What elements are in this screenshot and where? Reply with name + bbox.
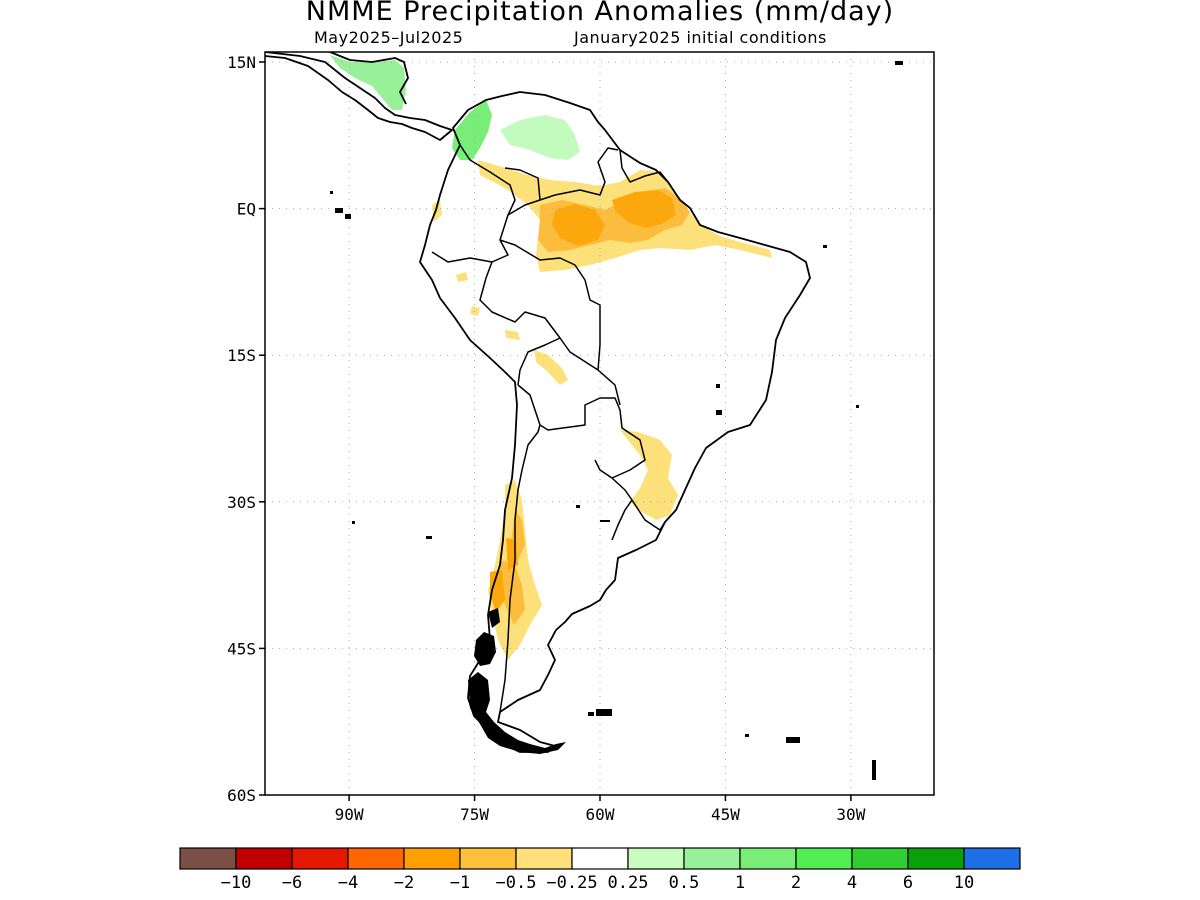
colorbar-label: −0.5 — [496, 873, 537, 893]
lat-tick-label: 60S — [227, 786, 256, 805]
colorbar-swatch — [627, 847, 685, 870]
colorbar-label: −2 — [394, 873, 414, 893]
lat-lon-grid — [265, 52, 934, 796]
colorbar: −10 −6 −4 −2 −1 −0.5 −0.25 0.25 0.5 1 2 4 6 10 — [179, 847, 1021, 893]
map-title: NMME Precipitation Anomalies (mm/day) — [305, 0, 895, 27]
anomaly-shading — [330, 55, 772, 660]
colorbar-swatch — [907, 847, 965, 870]
colorbar-swatch — [683, 847, 741, 870]
lon-tick-label: 90W — [335, 805, 364, 824]
islands — [330, 61, 903, 780]
lat-tick-label: 15S — [227, 346, 256, 365]
colorbar-label: 6 — [903, 873, 913, 893]
colorbar-swatch — [179, 847, 237, 870]
anomaly-region — [500, 188, 690, 625]
colorbar-label: −1 — [450, 873, 470, 893]
chile-archipelago — [468, 608, 566, 754]
lat-tick-label: EQ — [237, 200, 256, 219]
colorbar-swatch — [347, 847, 405, 870]
yucatan-coastline — [329, 52, 409, 105]
colorbar-swatch — [403, 847, 461, 870]
lat-tick-label: 45S — [227, 639, 256, 658]
country-borders — [431, 144, 669, 713]
forecast-period: May2025–Jul2025 — [314, 28, 464, 47]
lon-tick-label: 30W — [836, 805, 865, 824]
colorbar-label: −0.25 — [546, 873, 597, 893]
colorbar-swatch — [515, 847, 573, 870]
anomaly-region — [330, 55, 406, 110]
colorbar-swatch — [739, 847, 797, 870]
colorbar-label: 2 — [791, 873, 801, 893]
colorbar-swatch — [963, 847, 1021, 870]
colorbar-swatch — [235, 847, 293, 870]
lon-tick-label: 45W — [711, 805, 740, 824]
lon-tick-label: 75W — [460, 805, 489, 824]
longitude-axis: 90W 75W 60W 45W 30W — [335, 795, 866, 824]
lon-tick-label: 60W — [586, 805, 615, 824]
central-america-coastline — [265, 52, 453, 141]
colorbar-label: 0.25 — [608, 873, 649, 893]
colorbar-label: −4 — [338, 873, 358, 893]
colorbar-label: 0.5 — [669, 873, 700, 893]
colorbar-label: −10 — [221, 873, 252, 893]
colorbar-label: 10 — [954, 873, 974, 893]
colorbar-label: 1 — [735, 873, 745, 893]
colorbar-swatch — [459, 847, 517, 870]
coastlines — [265, 52, 811, 753]
colorbar-swatch — [851, 847, 909, 870]
lat-tick-label: 15N — [227, 53, 256, 72]
colorbar-swatch — [291, 847, 349, 870]
anomaly-region — [452, 100, 492, 160]
anomaly-region — [500, 115, 580, 160]
lat-tick-label: 30S — [227, 493, 256, 512]
initial-conditions: January2025 initial conditions — [574, 28, 827, 47]
latitude-axis: 15N EQ 15S 30S 45S 60S — [227, 53, 265, 805]
colorbar-swatch — [571, 847, 629, 870]
colorbar-swatch — [795, 847, 853, 870]
colorbar-label: −6 — [282, 873, 302, 893]
colorbar-label: 4 — [847, 873, 857, 893]
south-america-coastline — [419, 91, 811, 753]
